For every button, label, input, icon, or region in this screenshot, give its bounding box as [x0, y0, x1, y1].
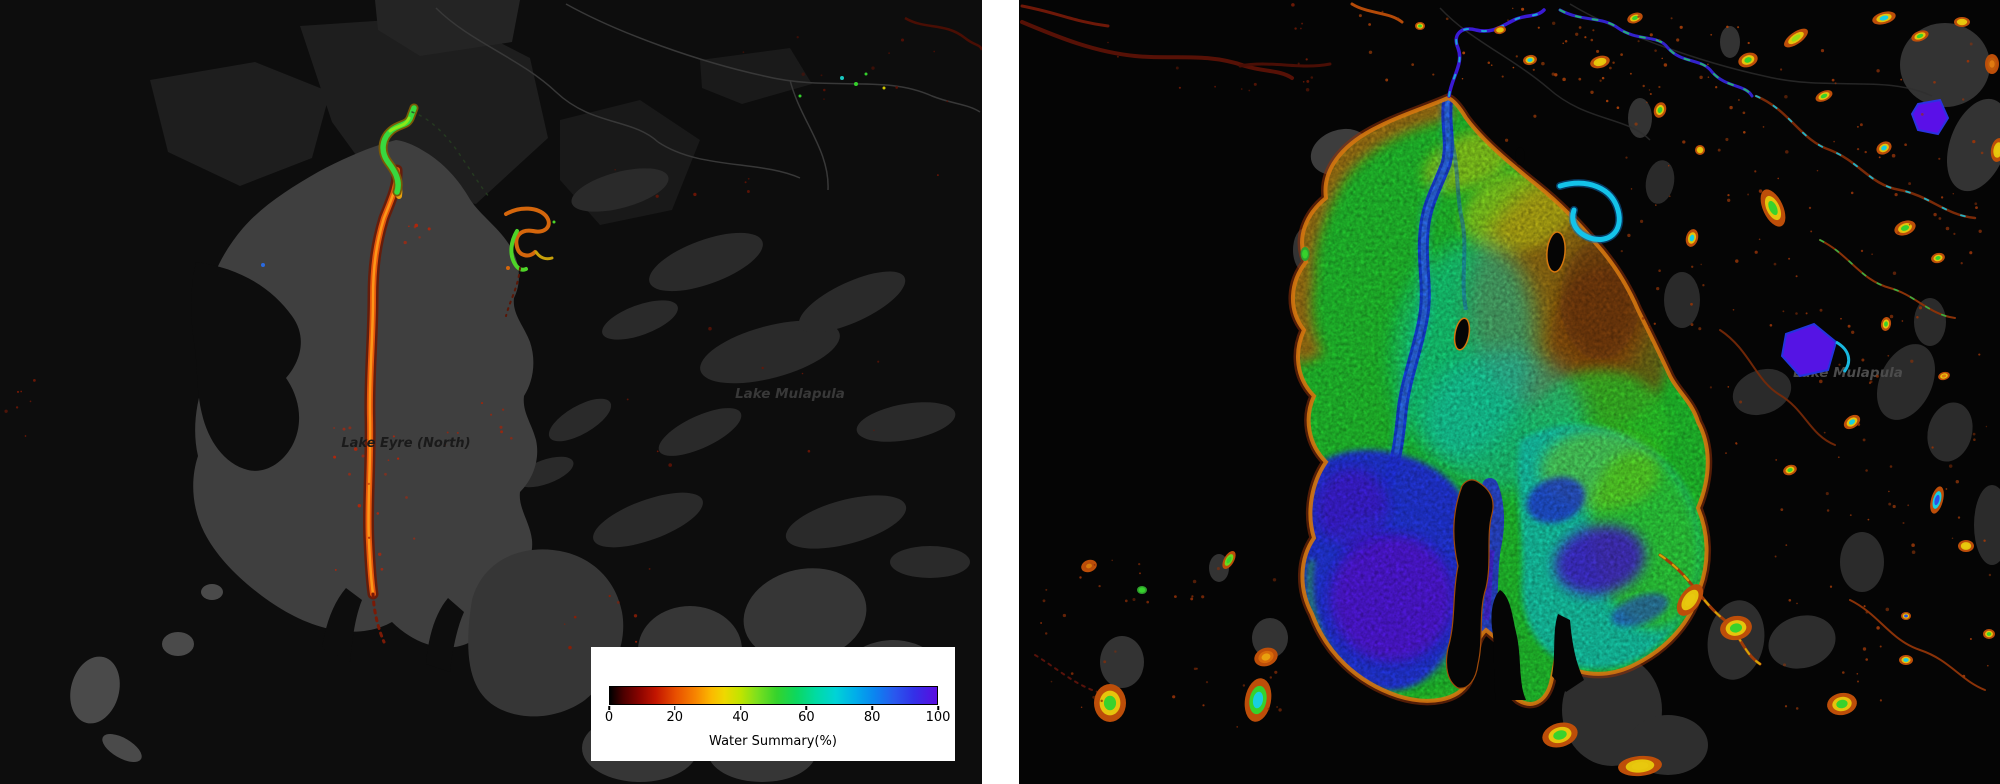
colorbar-tick-label: 0: [604, 710, 614, 725]
purple-river-channels: [1447, 8, 1754, 98]
basemap-dry-lakes: [516, 168, 970, 578]
lake-islands: [1445, 147, 1584, 700]
red-speckle-dust: [4, 36, 949, 650]
faint-river-channel: [904, 16, 982, 51]
colorbar-tick-label: 100: [925, 710, 951, 725]
colorbar-tick: [871, 706, 873, 710]
orange-speckle-dust: [1040, 3, 1992, 728]
colorbar-ticks: 0 20 40 60 80 100: [605, 706, 950, 732]
colorbar-tick: [937, 706, 939, 710]
green-water-channel: [378, 103, 491, 199]
colorbar-tick-label: 60: [798, 710, 815, 725]
purple-waterbodies: [1780, 98, 1950, 378]
orange-water-channel: [362, 164, 403, 644]
basemap-river-lines: [435, 3, 981, 191]
lake-eyre-north-label: Lake Eyre (North): [341, 436, 470, 451]
colorbar-title: Water Summary(%): [709, 734, 837, 749]
colorbar-tick-label: 80: [863, 710, 881, 725]
map-panel-left: Lake Eyre (North) Lake Mulapula 0 20 40 60 8…: [0, 0, 982, 784]
river-water-dots: [261, 72, 886, 267]
panel-divider: [982, 0, 1019, 784]
lake-mulapula-label-left: Lake Mulapula: [735, 386, 845, 402]
curly-tributary-channel: [504, 206, 556, 317]
dark-red-channels: [1020, 2, 1404, 696]
colorbar-legend: 0 20 40 60 80 100 Water Summary(%): [591, 647, 955, 761]
cyan-hook-channel: [1556, 179, 1624, 244]
basemap-dry-lakes: [1100, 23, 2000, 775]
colorbar-tick: [674, 706, 676, 710]
map-panel-right: Lake Mulapula: [1019, 0, 2000, 784]
colorbar-gradient: [609, 686, 938, 705]
mixed-thin-channels: [1658, 94, 1986, 691]
colorbar-tick: [739, 706, 742, 710]
colorbar-tick-label: 40: [732, 710, 749, 725]
map-canvas-right: Lake Mulapula: [1019, 0, 2000, 784]
colorbar-tick-label: 20: [666, 710, 684, 725]
colorbar-tick: [805, 706, 808, 710]
colorbar-tick: [608, 706, 610, 710]
